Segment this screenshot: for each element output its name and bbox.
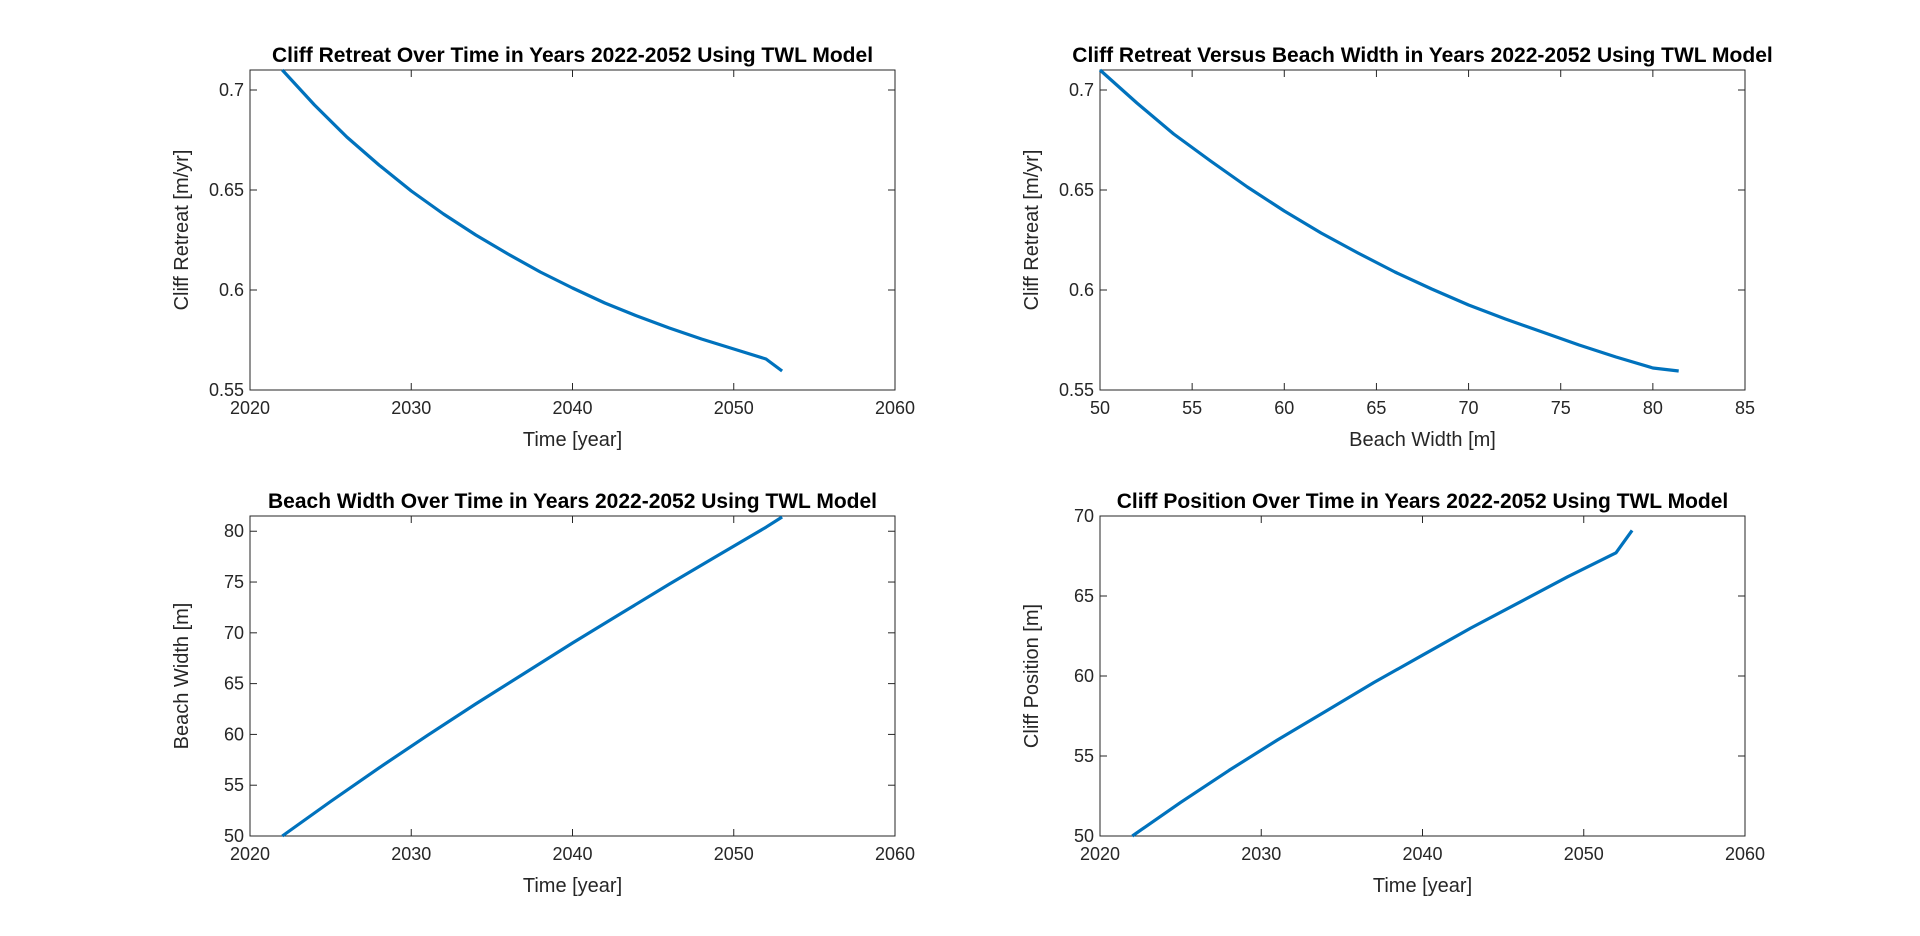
axes-box (1099, 515, 1746, 837)
x-tick-label: 2050 (714, 398, 754, 418)
x-tick-label: 2060 (875, 398, 915, 418)
subplot-cliff-retreat-vs-beach-width: 50 55 60 65 70 75 80 85 0.55 0.6 0.65 0.7 Cliff Ret… (1021, 44, 1773, 451)
y-tick-label: 60 (1074, 666, 1094, 686)
subplot-cliff-retreat-over-time: 2020 2030 2040 2050 2060 0.55 0.6 0.65 0.7 Cliff… (171, 44, 915, 451)
x-tick-label: 2020 (1080, 844, 1120, 864)
y-tick-label: 55 (224, 775, 244, 795)
x-tick-label: 85 (1735, 398, 1755, 418)
x-tick-label: 2040 (552, 844, 592, 864)
x-tick-label: 70 (1459, 398, 1479, 418)
y-tick-label: 0.55 (1059, 380, 1094, 400)
y-tick-label: 65 (1074, 586, 1094, 606)
y-axis-label: Cliff Retreat [m/yr] (171, 150, 193, 311)
x-axis-label: Time [year] (523, 429, 622, 451)
axes-box (1099, 69, 1746, 391)
subplot-title: Beach Width Over Time in Years 2022-2052… (268, 490, 877, 513)
tick-marks (249, 70, 896, 391)
x-tick-label: 2060 (1725, 844, 1765, 864)
x-tick-label: 50 (1090, 398, 1110, 418)
y-tick-label: 75 (224, 572, 244, 592)
x-axis-label: Time [year] (523, 875, 622, 897)
x-tick-label: 2030 (391, 398, 431, 418)
y-tick-label: 50 (224, 826, 244, 846)
tick-marks (1099, 70, 1746, 391)
subplot-title: Cliff Position Over Time in Years 2022-2… (1117, 490, 1729, 513)
y-tick-label: 70 (1074, 506, 1094, 526)
y-tick-label: 0.65 (209, 180, 244, 200)
series-line (281, 515, 783, 838)
x-tick-label: 2020 (230, 398, 270, 418)
axes-box (249, 515, 896, 837)
series-line (281, 68, 784, 373)
x-tick-label: 55 (1182, 398, 1202, 418)
tick-labels: 2020 2030 2040 2050 2060 0.55 0.6 0.65 0.7 (209, 80, 915, 418)
tick-marks (1099, 515, 1746, 837)
y-tick-label: 0.7 (219, 80, 244, 100)
x-tick-label: 2050 (1564, 844, 1604, 864)
x-tick-label: 65 (1366, 398, 1386, 418)
x-tick-label: 80 (1643, 398, 1663, 418)
y-axis-label: Cliff Position [m] (1021, 604, 1043, 748)
x-tick-label: 2030 (1241, 844, 1281, 864)
tick-labels: 2020 2030 2040 2050 2060 50 55 60 65 70 (1074, 506, 1765, 864)
y-tick-label: 0.65 (1059, 180, 1094, 200)
y-tick-label: 55 (1074, 746, 1094, 766)
y-tick-label: 50 (1074, 826, 1094, 846)
y-axis-label: Cliff Retreat [m/yr] (1021, 150, 1043, 311)
x-tick-label: 75 (1551, 398, 1571, 418)
axes-box (249, 69, 896, 391)
subplot-beach-width-over-time: 2020 2030 2040 2050 2060 50 55 60 65 70 75 80 Beach… (171, 490, 915, 897)
y-tick-label: 80 (224, 521, 244, 541)
x-axis-label: Time [year] (1373, 875, 1472, 897)
y-tick-label: 60 (224, 724, 244, 744)
subplot-cliff-position-over-time: 2020 2030 2040 2050 2060 50 55 60 65 70 Cliff Pos… (1021, 490, 1765, 897)
x-tick-label: 2020 (230, 844, 270, 864)
subplot-title: Cliff Retreat Versus Beach Width in Year… (1072, 44, 1772, 67)
y-tick-label: 0.7 (1069, 80, 1094, 100)
subplot-title: Cliff Retreat Over Time in Years 2022-20… (272, 44, 873, 67)
x-tick-label: 2030 (391, 844, 431, 864)
y-tick-label: 0.6 (219, 280, 244, 300)
y-tick-label: 0.55 (209, 380, 244, 400)
y-tick-label: 65 (224, 674, 244, 694)
y-tick-label: 0.6 (1069, 280, 1094, 300)
y-axis-label: Beach Width [m] (171, 603, 193, 750)
x-tick-label: 60 (1274, 398, 1294, 418)
series-line (1098, 68, 1679, 373)
series-line (1131, 529, 1634, 838)
tick-labels: 2020 2030 2040 2050 2060 50 55 60 65 70 75 80 (224, 521, 915, 864)
x-tick-label: 2040 (552, 398, 592, 418)
y-tick-label: 70 (224, 623, 244, 643)
x-tick-label: 2040 (1402, 844, 1442, 864)
tick-labels: 50 55 60 65 70 75 80 85 0.55 0.6 0.65 0.7 (1059, 80, 1755, 418)
x-tick-label: 2050 (714, 844, 754, 864)
x-axis-label: Beach Width [m] (1349, 429, 1496, 451)
x-tick-label: 2060 (875, 844, 915, 864)
tick-marks (249, 516, 896, 837)
